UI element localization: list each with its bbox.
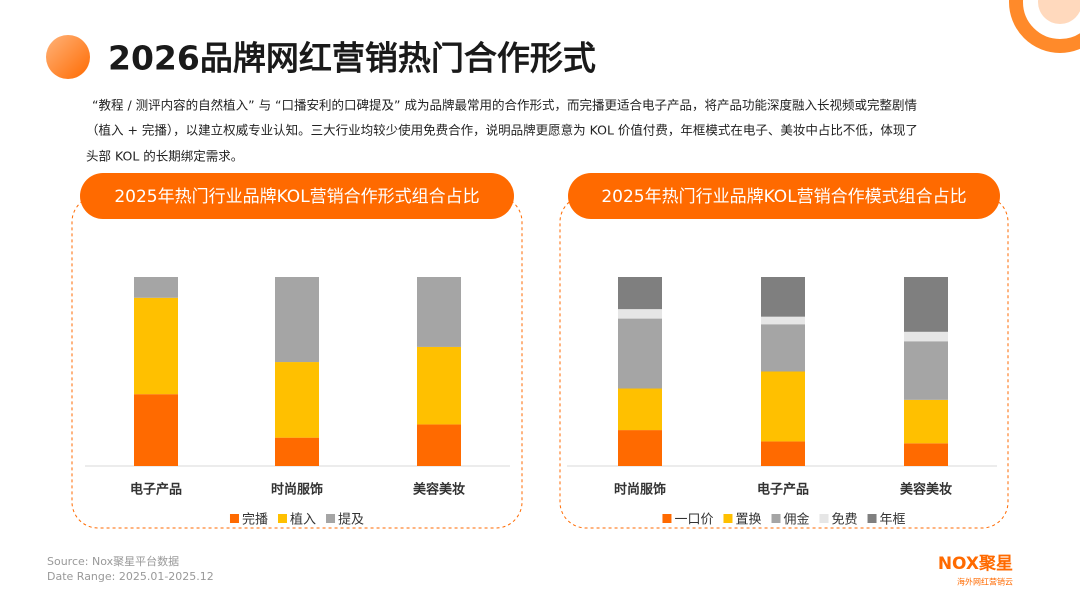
legend-swatch — [771, 514, 781, 523]
date-range: Date Range: 2025.01-2025.12 — [47, 570, 214, 583]
legend-label: 免费 — [832, 513, 858, 528]
bar-segment — [275, 362, 319, 438]
bar-segment — [417, 424, 461, 466]
x-tick-label: 电子产品 — [757, 482, 809, 498]
bar-segment — [904, 331, 948, 342]
bar-segment — [417, 346, 461, 425]
description-line: 头部 KOL 的长期绑定需求。 — [86, 149, 243, 164]
corner-decoration — [1038, 0, 1080, 24]
bar-segment — [761, 324, 805, 372]
bar-segment — [618, 430, 662, 466]
legend-label: 提及 — [338, 512, 364, 528]
chart-title: 2025年热门行业品牌KOL营销合作模式组合占比 — [601, 187, 966, 207]
bar-segment — [904, 277, 948, 332]
legend: 完播 植入 提及 — [229, 512, 364, 528]
legend-swatch — [326, 514, 336, 523]
x-tick-label: 美容美妆 — [413, 482, 465, 498]
page-title: 2026品牌网红营销热门合作形式 — [108, 39, 596, 78]
panel-title-pill — [80, 173, 514, 219]
bar-segment — [134, 394, 178, 466]
bar-segment — [904, 399, 948, 444]
bar-segment — [761, 277, 805, 317]
bar-segment — [904, 341, 948, 400]
legend-label: 佣金 — [783, 512, 809, 528]
bar-segment — [275, 277, 319, 363]
bar-segment — [761, 441, 805, 466]
bar-segment — [618, 277, 662, 310]
legend-swatch — [662, 514, 672, 523]
legend-swatch — [277, 514, 287, 523]
bar-segment — [904, 443, 948, 466]
x-tick-label: 时尚服饰 — [271, 482, 323, 498]
legend-swatch — [867, 514, 877, 523]
chart-title: 2025年热门行业品牌KOL营销合作形式组合占比 — [114, 187, 479, 207]
description-line: “教程 / 测评内容的自然植入” 与 “口播安利的口碑提及” 成为品牌最常用的合… — [92, 98, 917, 113]
x-tick-label: 美容美妆 — [900, 482, 952, 498]
bar-segment — [761, 316, 805, 325]
corner-decoration — [1009, 0, 1080, 53]
legend-label: 完播 — [242, 513, 268, 528]
bar-segment — [618, 388, 662, 431]
legend-swatch — [819, 514, 829, 523]
legend-swatch — [723, 514, 733, 523]
bar-segment — [417, 277, 461, 347]
x-tick-label: 时尚服饰 — [614, 482, 666, 498]
x-tick-label: 电子产品 — [130, 482, 182, 498]
bar-segment — [275, 437, 319, 466]
logo-tagline: 海外网红营销云 — [957, 577, 1013, 587]
logo: NOX聚星 — [938, 554, 1013, 574]
description-line: （植入 + 完播），以建立权威专业认知。三大行业均较少使用免费合作，说明品牌更愿… — [86, 123, 918, 138]
legend: 一口价 置换 佣金 免费 年框 — [662, 512, 906, 528]
legend-label: 置换 — [735, 513, 761, 528]
title-icon — [46, 35, 90, 79]
bar-segment — [761, 371, 805, 442]
legend-label: 植入 — [290, 513, 316, 528]
bar-segment — [134, 297, 178, 395]
bar-segment — [618, 318, 662, 389]
legend-label: 一口价 — [674, 513, 713, 528]
legend-swatch — [229, 514, 239, 523]
panel-title-pill — [568, 173, 1000, 219]
bar-segment — [134, 277, 178, 298]
legend-label: 年框 — [880, 513, 906, 528]
source: Source: Nox聚星平台数据 — [47, 554, 179, 568]
bar-segment — [618, 309, 662, 319]
